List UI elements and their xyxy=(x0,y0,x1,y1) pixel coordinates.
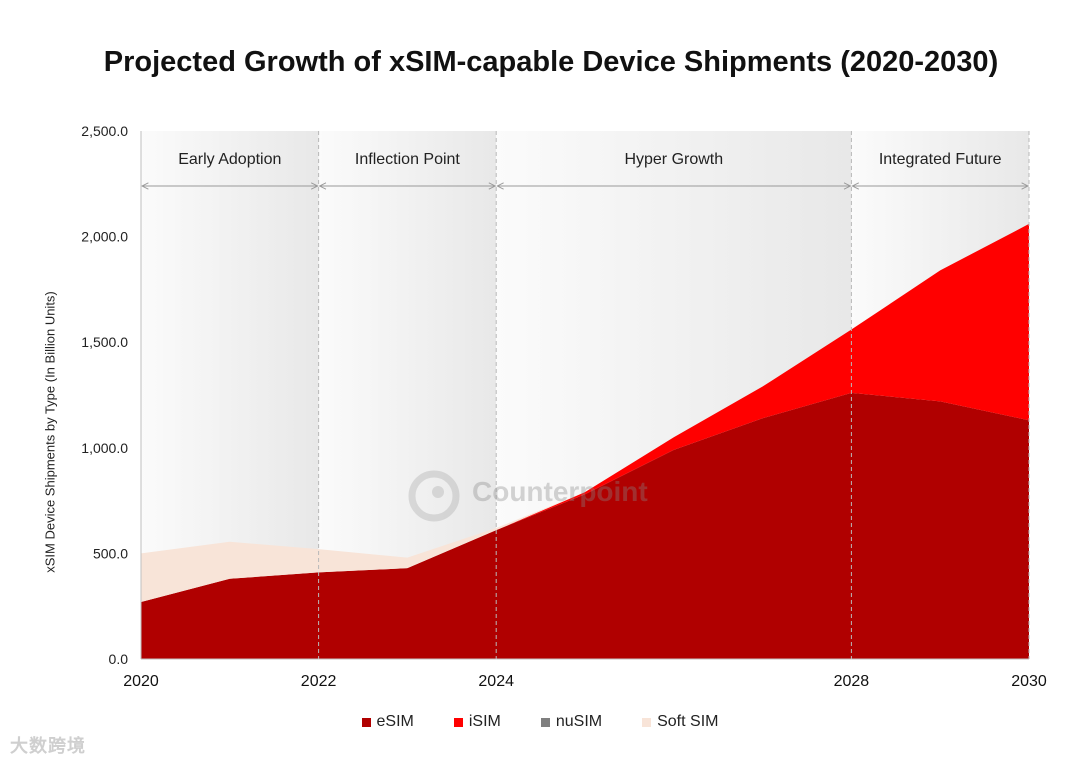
x-tick-label: 2024 xyxy=(478,673,514,690)
legend-swatch-soft-sim xyxy=(642,717,652,727)
legend-item-isim: iSIM xyxy=(453,713,501,731)
legend-label-soft-sim: Soft SIM xyxy=(657,713,719,730)
x-tick-label: 2028 xyxy=(834,673,870,690)
x-tick-label: 2022 xyxy=(301,673,337,690)
phase-label-2: Hyper Growth xyxy=(624,151,723,168)
phase-label-1: Inflection Point xyxy=(355,151,461,168)
area-soft-sim xyxy=(141,223,1029,602)
counterpoint-logo-icon xyxy=(408,470,460,522)
legend-swatch-isim xyxy=(453,717,463,727)
legend-swatch-esim xyxy=(361,717,371,727)
y-tick-label: 500.0 xyxy=(93,545,128,561)
area-esim xyxy=(141,392,1029,659)
legend-item-soft-sim: Soft SIM xyxy=(642,713,718,731)
legend-swatch-nusim xyxy=(540,717,550,727)
x-tick-label: 2020 xyxy=(123,673,159,690)
legend-label-nusim: nuSIM xyxy=(555,713,603,730)
chart-title: Projected Growth of xSIM-capable Device … xyxy=(103,46,999,78)
legend-label-esim: eSIM xyxy=(376,713,414,730)
y-tick-label: 1,500.0 xyxy=(81,334,128,350)
legend: eSIM iSIM nuSIM Soft SIM xyxy=(0,713,1080,731)
legend-item-esim: eSIM xyxy=(361,713,414,731)
watermark: 大数跨境 xyxy=(10,736,86,756)
counterpoint-logo-text: Counterpoint xyxy=(472,476,648,507)
y-tick-label: 1,000.0 xyxy=(81,440,128,456)
legend-label-isim: iSIM xyxy=(468,713,501,730)
x-tick-label: 2030 xyxy=(1011,673,1047,690)
y-tick-label: 0.0 xyxy=(109,651,129,667)
y-tick-label: 2,500.0 xyxy=(81,123,128,139)
phase-label-0: Early Adoption xyxy=(178,151,281,168)
phase-label-3: Integrated Future xyxy=(879,151,1002,168)
y-tick-label: 2,000.0 xyxy=(81,229,128,245)
legend-item-nusim: nuSIM xyxy=(540,713,603,731)
